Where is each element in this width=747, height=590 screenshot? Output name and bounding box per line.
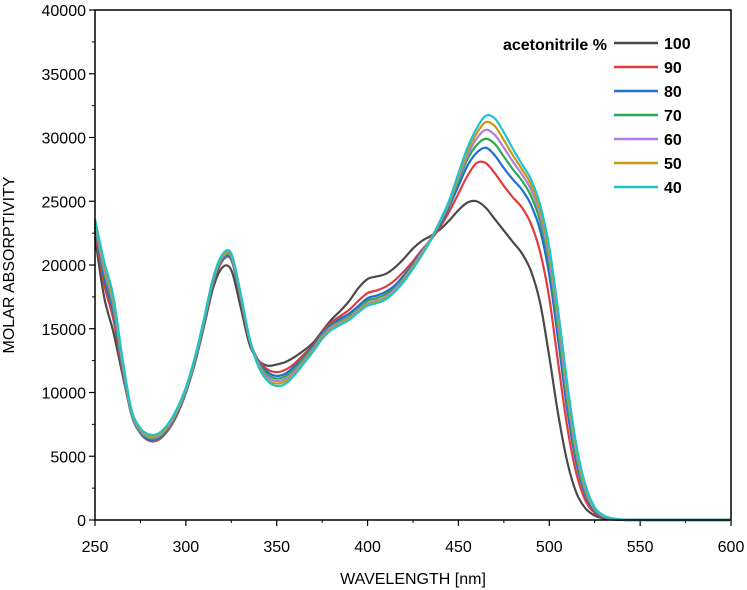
- y-tick-labels: 0 5000 10000 15000 20000 25000 30000 35000 40000: [42, 3, 87, 530]
- x-tick-label: 350: [263, 539, 290, 556]
- legend: acetonitrile % 100 90 80 70 60 50 40: [503, 36, 691, 197]
- x-tick-label: 300: [173, 539, 200, 556]
- x-tick-labels: 250 300 350 400 450 500 550 600: [82, 539, 745, 556]
- legend-label-70: 70: [664, 108, 682, 125]
- series-line-80: [93, 146, 731, 522]
- legend-label-100: 100: [664, 36, 691, 53]
- y-tick-label: 25000: [42, 194, 87, 211]
- y-tick-label: 20000: [42, 258, 87, 275]
- series-line-40: [93, 114, 731, 522]
- legend-label-90: 90: [664, 60, 682, 77]
- series-line-50: [93, 120, 731, 522]
- legend-label-80: 80: [664, 84, 682, 101]
- y-tick-label: 15000: [42, 322, 87, 339]
- x-tick-label: 450: [445, 539, 472, 556]
- series-line-60: [93, 128, 731, 522]
- x-tick-label: 250: [82, 539, 109, 556]
- x-tick-label: 500: [536, 539, 563, 556]
- y-tick-label: 35000: [42, 67, 87, 84]
- y-tick-label: 5000: [50, 449, 86, 466]
- series-line-100: [93, 199, 731, 522]
- y-tick-label: 10000: [42, 386, 87, 403]
- series-line-70: [93, 137, 731, 522]
- legend-label-40: 40: [664, 180, 682, 197]
- y-axis-title: MOLAR ABSORPTIVITY: [1, 176, 18, 353]
- y-tick-label: 30000: [42, 131, 87, 148]
- x-tick-label: 550: [627, 539, 654, 556]
- legend-title: acetonitrile %: [503, 37, 607, 54]
- x-tick-label: 400: [354, 539, 381, 556]
- legend-label-60: 60: [664, 132, 682, 149]
- series-lines: [93, 114, 731, 522]
- x-axis-title: WAVELENGTH [nm]: [340, 571, 486, 588]
- y-tick-label: 40000: [42, 3, 87, 20]
- legend-label-50: 50: [664, 156, 682, 173]
- y-tick-label: 0: [77, 513, 86, 530]
- series-line-90: [93, 160, 731, 522]
- x-tick-label: 600: [718, 539, 745, 556]
- plot-frame: [94, 9, 732, 521]
